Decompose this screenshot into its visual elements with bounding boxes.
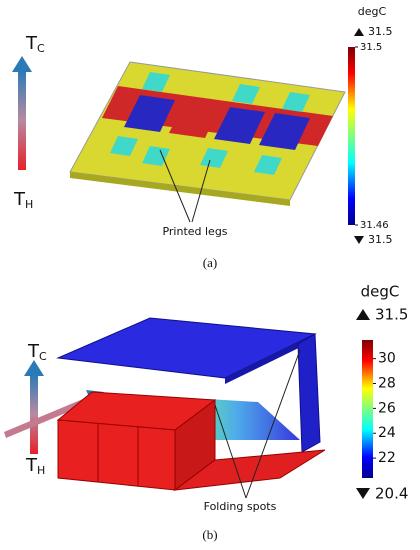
t-hot: TH — [25, 455, 45, 477]
max-marker — [354, 28, 364, 36]
colorbar-tick-label: 24 — [378, 425, 396, 441]
cold-edge — [225, 334, 315, 384]
hot-tail — [173, 449, 326, 491]
cold-plate — [56, 317, 317, 379]
t-cold: TC — [27, 341, 47, 363]
folded-device — [56, 317, 326, 491]
colorbar-tick-label: 31.46 — [360, 220, 389, 231]
max-marker — [356, 309, 370, 320]
unit: degC — [361, 283, 400, 301]
pointer — [245, 349, 301, 499]
colorbar-tick-label: 26 — [378, 400, 396, 416]
colorbar-tick-label: 31.5 — [360, 42, 382, 53]
colorbar-tick-label: 30 — [378, 351, 396, 367]
pointer — [159, 149, 191, 223]
min-marker — [354, 236, 364, 244]
max-value: 31.5 — [368, 25, 393, 38]
panel-b: TC TH Folding spots degC 31.5 20.4 (b) — [4, 283, 408, 542]
arrow-head — [12, 56, 32, 72]
leg — [124, 95, 175, 132]
unit: degC — [358, 5, 387, 18]
colorbar — [362, 340, 373, 478]
pad — [254, 155, 282, 175]
arrow-head — [24, 360, 44, 376]
min-value: 20.4 — [375, 485, 408, 503]
t-hot: TH — [13, 189, 33, 211]
panel-a: TC TH Printed legs degC 31.5 31.5 (a) — [12, 5, 393, 270]
pointer — [214, 404, 247, 499]
min-marker — [356, 488, 370, 499]
annotation: Folding spots — [204, 500, 277, 513]
caption: (b) — [202, 527, 217, 542]
temp-arrow — [18, 70, 26, 170]
colorbar-tick-label: 22 — [378, 450, 396, 466]
pointer — [191, 159, 211, 223]
colorbar-tick-label: 28 — [378, 376, 396, 392]
leg — [169, 101, 220, 138]
temp-arrow — [30, 374, 38, 454]
colorbar — [348, 47, 355, 225]
leg — [214, 107, 265, 144]
heat-arrow — [4, 396, 92, 438]
pad — [142, 72, 170, 92]
te-device — [69, 61, 346, 206]
pad — [110, 136, 138, 156]
pad — [200, 148, 228, 168]
caption: (a) — [203, 255, 217, 270]
pad — [232, 84, 260, 104]
min-value: 31.5 — [368, 233, 393, 246]
leg — [259, 113, 310, 150]
substrate-edge — [70, 172, 290, 206]
t-cold: TC — [25, 33, 45, 55]
max-value: 31.5 — [375, 306, 408, 324]
fold — [297, 333, 321, 453]
pad — [282, 92, 310, 112]
pad — [142, 146, 170, 166]
annotation: Printed legs — [162, 225, 227, 238]
hot-front — [57, 419, 176, 491]
